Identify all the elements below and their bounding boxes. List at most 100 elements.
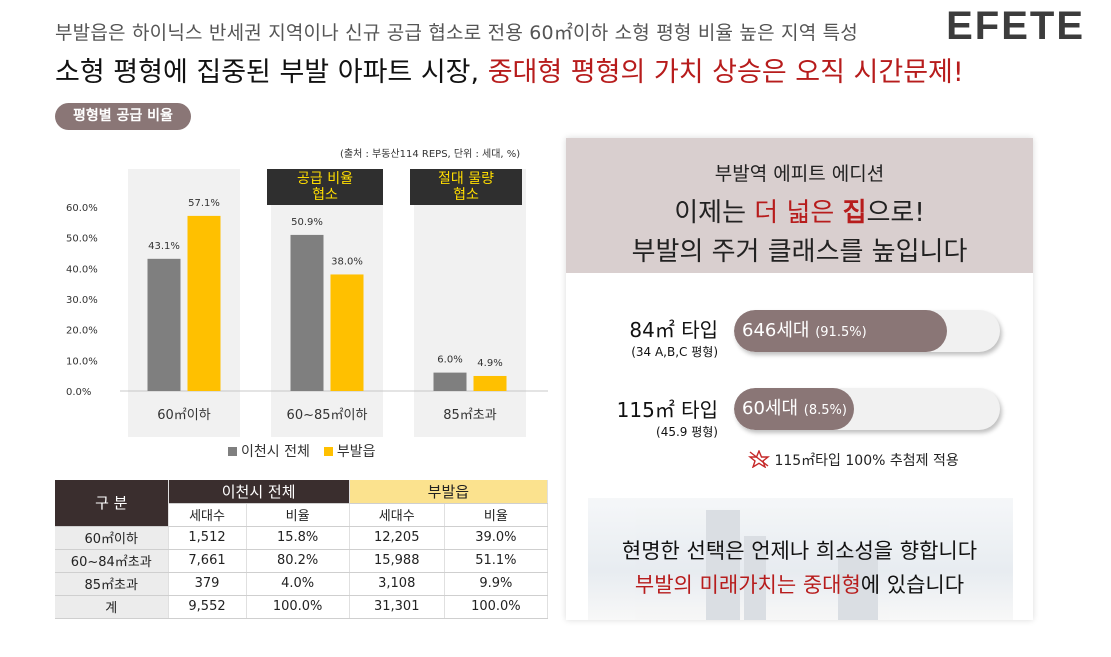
table-row-label: 85㎡초과 <box>55 572 169 596</box>
x-tick-label: 85㎡초과 <box>443 408 497 423</box>
table-cell: 7,661 <box>168 549 247 573</box>
type-115-bar: 60세대 (8.5%) <box>734 388 1000 430</box>
closing-line2-post: 에 있습니다 <box>860 573 965 597</box>
table-group-bubal: 부발읍 <box>349 480 549 504</box>
table-cell: 4.0% <box>246 572 350 596</box>
headline-accent: 중대형 평형의 가치 상승은 오직 시간문제! <box>487 57 964 88</box>
data-label: 50.9% <box>291 217 323 228</box>
type-84-count: 646세대 <box>742 320 810 341</box>
table-cell: 12,205 <box>349 526 445 550</box>
brand-logo: EFETE <box>946 4 1085 48</box>
data-label: 6.0% <box>437 355 462 366</box>
building-tower <box>744 536 766 620</box>
table-cell: 9.9% <box>444 572 549 596</box>
y-tick-label: 60.0% <box>66 203 98 214</box>
bar <box>433 372 467 391</box>
table-cell: 15,988 <box>349 549 445 573</box>
data-label: 43.1% <box>148 241 180 252</box>
x-tick-label: 60~85㎡이하 <box>287 408 368 423</box>
type-84-bar: 646세대 (91.5%) <box>734 310 1000 352</box>
tag-volume-line2: 협소 <box>453 187 479 203</box>
promo-line2-pre: 이제는 <box>674 198 755 228</box>
table-cell: 1,512 <box>168 526 247 550</box>
promo-line2-red: 더 넓은 <box>754 198 843 228</box>
tag-supply-line2: 협소 <box>312 187 338 203</box>
promo-line2-post: 으로! <box>866 198 925 228</box>
source-note: (출처 : 부동산114 REPS, 단위 : 세대, %) <box>340 149 521 160</box>
table-row: 60㎡이하 1,512 15.8% 12,205 39.0% <box>55 526 549 550</box>
supply-table: 구 분 이천시 전체 부발읍 세대수 비율 세대수 비율 60㎡이하 1,512… <box>55 480 549 619</box>
type-115-sub: (45.9 평형) <box>656 425 718 439</box>
legend-item-bubal: 부발읍 <box>323 441 376 461</box>
closing-line1: 현명한 선택은 언제나 희소성을 향합니다 <box>621 539 978 563</box>
promo-line2-bold: 집 <box>842 198 867 228</box>
supply-ratio-chart: 0.0% 10.0% 20.0% 30.0% 40.0% 50.0% 60.0% 43.1% 5… <box>0 0 560 470</box>
table-cell: 80.2% <box>246 549 350 573</box>
type-84-label: 84㎡ 타입 (34 A,B,C 평형) <box>590 314 718 360</box>
type-84-title: 84㎡ 타입 <box>629 318 718 342</box>
table-cell: 3,108 <box>349 572 445 596</box>
tag-volume-line1: 절대 물량 <box>438 171 494 187</box>
data-label: 57.1% <box>188 198 220 209</box>
lottery-text: 115㎡타입 100% 추첨제 적용 <box>774 453 959 469</box>
closing-line2-red: 부발의 미래가치는 중대형 <box>634 573 861 597</box>
table-row-label: 60㎡이하 <box>55 526 169 550</box>
legend-swatch-yellow <box>323 447 333 456</box>
headline: 소형 평형에 집중된 부발 아파트 시장, 중대형 평형의 가치 상승은 오직 … <box>55 50 964 89</box>
legend-label-icheon: 이천시 전체 <box>241 444 310 460</box>
y-tick-label: 30.0% <box>66 295 98 306</box>
bar <box>187 215 221 391</box>
bar <box>473 375 507 391</box>
table-cell: 15.8% <box>246 526 350 550</box>
type-84-sub: (34 A,B,C 평형) <box>631 345 718 359</box>
table-subheader: 세대수 <box>349 503 445 527</box>
table-subheader: 비율 <box>444 503 549 527</box>
closing-message: 현명한 선택은 언제나 희소성을 향합니다 부발의 미래가치는 중대형에 있습니… <box>566 535 1033 599</box>
table-row: 계 9,552 100.0% 31,301 100.0% <box>55 595 549 619</box>
type-115-bar-fill: 60세대 (8.5%) <box>734 388 854 430</box>
legend-swatch-gray <box>228 447 237 456</box>
table-subheader: 비율 <box>246 503 350 527</box>
type-115-count: 60세대 <box>742 398 799 419</box>
table-cell: 31,301 <box>349 595 445 619</box>
promo-line3: 부발의 주거 클래스를 높입니다 <box>631 237 968 267</box>
chart-svg: 0.0% 10.0% 20.0% 30.0% 40.0% 50.0% 60.0% 43.1% 5… <box>66 169 548 437</box>
x-tick-label: 60㎡이하 <box>157 408 211 423</box>
table-cell: 100.0% <box>246 595 350 619</box>
table-cell: 39.0% <box>444 526 549 550</box>
tag-supply-line1: 공급 비율 <box>297 171 353 187</box>
table-cell: 100.0% <box>444 595 549 619</box>
tag-volume-narrow: 절대 물량 협소 <box>410 169 522 205</box>
star-icon <box>748 450 770 468</box>
table-group-icheon: 이천시 전체 <box>168 480 350 504</box>
type-84-bar-fill: 646세대 (91.5%) <box>734 310 947 352</box>
legend-label-bubal: 부발읍 <box>336 444 376 460</box>
building-tower <box>838 550 878 620</box>
y-tick-label: 40.0% <box>66 264 98 275</box>
type-115-pct: (8.5%) <box>803 403 847 418</box>
table-row: 60~84㎡초과 7,661 80.2% 15,988 51.1% <box>55 549 549 573</box>
type-115-label: 115㎡ 타입 (45.9 평형) <box>590 394 718 440</box>
lottery-note: 115㎡타입 100% 추첨제 적용 <box>748 450 959 470</box>
legend-item-icheon: 이천시 전체 <box>228 441 310 461</box>
section-pill: 평형별 공급 비율 <box>55 103 191 130</box>
building-tower <box>706 510 740 620</box>
promo-header: 부발역 에피트 에디션 이제는 더 넓은 집으로! 부발의 주거 클래스를 높입… <box>566 138 1033 273</box>
table-row-label: 계 <box>55 595 169 619</box>
table-cell: 9,552 <box>168 595 247 619</box>
table-cell: 379 <box>168 572 247 596</box>
y-tick-label: 50.0% <box>66 234 98 245</box>
chart-legend: 이천시 전체 부발읍 <box>228 441 376 461</box>
type-115-title: 115㎡ 타입 <box>616 398 718 422</box>
table-row: 85㎡초과 379 4.0% 3,108 9.9% <box>55 572 549 596</box>
table-subheader: 세대수 <box>168 503 247 527</box>
category-band <box>128 169 240 437</box>
y-tick-label: 0.0% <box>66 387 91 398</box>
headline-main: 소형 평형에 집중된 부발 아파트 시장, <box>55 57 480 88</box>
y-tick-label: 10.0% <box>66 356 98 367</box>
building-backdrop <box>588 498 1013 620</box>
closing-line2: 부발의 미래가치는 중대형에 있습니다 <box>566 569 1033 599</box>
category-band <box>271 169 383 437</box>
promo-line2: 이제는 더 넓은 집으로! <box>566 192 1033 229</box>
promo-title: 부발역 에피트 에디션 <box>714 163 885 185</box>
